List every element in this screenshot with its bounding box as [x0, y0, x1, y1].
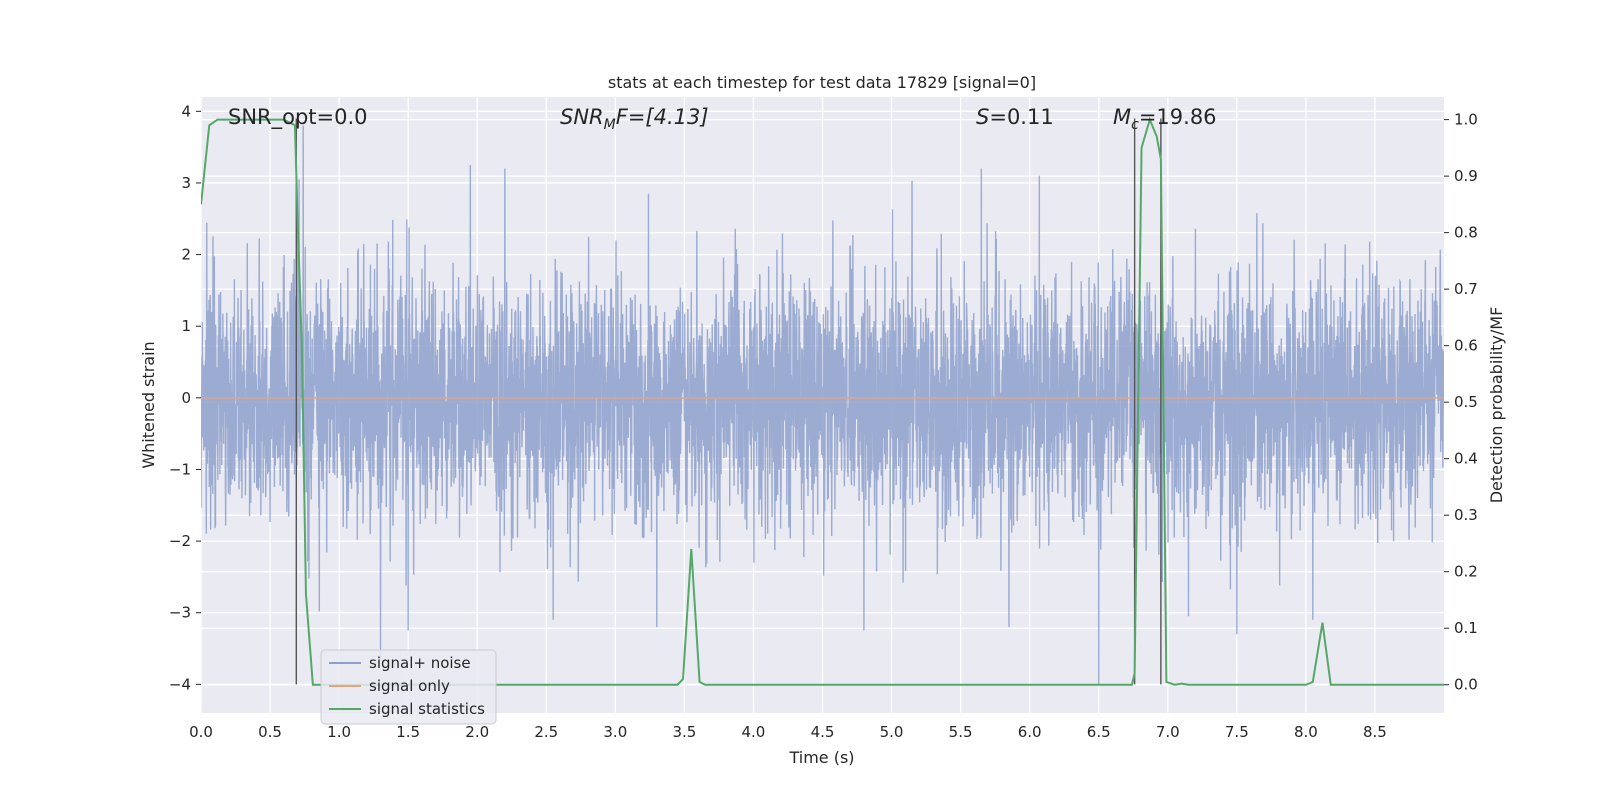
x-tick-label: 6.5 — [1087, 723, 1111, 741]
annotation-snr-opt: SNR_opt=0.0 — [228, 105, 368, 130]
x-tick-label: 6.0 — [1018, 723, 1042, 741]
series-signal-statistics — [201, 116, 1444, 686]
annotation-s-value: =0.11 — [989, 105, 1053, 129]
y-left-tick-label: 4 — [181, 102, 191, 120]
y-right-tick-label: 0.6 — [1454, 337, 1478, 355]
y-left-tick-label: 0 — [181, 389, 191, 407]
tick-labels: 0.0 0.5 1.0 1.5 2.0 2.5 3.0 3.5 4.0 4.5 5.0 5.5 6.0 6… — [169, 102, 1478, 741]
y-left-tick-label: 3 — [181, 174, 191, 192]
y-left-tick-label: −1 — [169, 460, 191, 478]
line-signal-statistics — [201, 116, 1444, 686]
x-tick-label: 8.0 — [1294, 723, 1318, 741]
y-left-tick-label: −2 — [169, 532, 191, 550]
y-right-tick-label: 0.3 — [1454, 506, 1478, 524]
x-tick-label: 8.5 — [1363, 723, 1387, 741]
annotation-mc: Mc=19.86 — [1113, 105, 1217, 133]
y-right-tick-label: 0.1 — [1454, 619, 1478, 637]
x-tick-label: 1.5 — [396, 723, 420, 741]
x-tick-label: 4.0 — [742, 723, 766, 741]
x-tick-label: 4.5 — [811, 723, 835, 741]
y-right-tick-label: 0.7 — [1454, 280, 1478, 298]
y-right-tick-label: 0.4 — [1454, 450, 1478, 468]
annotation-snr-mf-rest: F=[4.13] — [616, 105, 709, 129]
x-tick-label: 7.5 — [1225, 723, 1249, 741]
annotation-mc-value: =19.86 — [1139, 105, 1217, 129]
series-signal-noise — [201, 125, 1444, 685]
x-tick-label: 0.5 — [258, 723, 282, 741]
legend: signal+ noise signal only signal statist… — [320, 649, 497, 725]
annotation-mc-var: M — [1113, 105, 1131, 129]
y-left-tick-label: 1 — [181, 317, 191, 335]
y-left-tick-label: 2 — [181, 246, 191, 264]
legend-label-signal-only: signal only — [369, 677, 450, 695]
annotation-s-var: S — [976, 105, 989, 129]
legend-label-signal-statistics: signal statistics — [369, 700, 485, 718]
x-tick-label: 2.0 — [465, 723, 489, 741]
x-tick-label: 5.0 — [880, 723, 904, 741]
x-tick-label: 1.0 — [327, 723, 351, 741]
x-tick-label: 3.5 — [672, 723, 696, 741]
chart-title: stats at each timestep for test data 178… — [608, 73, 1036, 92]
annotation-snr-mf-sub: M — [604, 117, 616, 133]
y-right-tick-label: 0.0 — [1454, 676, 1478, 694]
y-right-tick-label: 0.5 — [1454, 393, 1478, 411]
y-left-tick-label: −3 — [169, 604, 191, 622]
annotation-mc-sub: c — [1131, 117, 1139, 133]
y-right-tick-label: 0.2 — [1454, 563, 1478, 581]
annotation-snr-mf: SNRMF=[4.13] — [560, 105, 709, 133]
y-right-tick-label: 1.0 — [1454, 111, 1478, 129]
x-tick-label: 3.0 — [603, 723, 627, 741]
legend-label-signal-noise: signal+ noise — [369, 654, 471, 672]
y-right-tick-label: 0.9 — [1454, 167, 1478, 185]
x-tick-label: 2.5 — [534, 723, 558, 741]
x-tick-label: 0.0 — [189, 723, 213, 741]
annotation-snr-mf-main: SNR — [560, 105, 604, 129]
y-axis-right-label: Detection probability/MF — [1487, 307, 1506, 504]
line-signal-noise — [201, 125, 1444, 685]
legend-box — [320, 649, 497, 725]
x-tick-label: 5.5 — [949, 723, 973, 741]
y-right-tick-label: 0.8 — [1454, 224, 1478, 242]
x-tick-label: 7.0 — [1156, 723, 1180, 741]
annotation-s: S=0.11 — [976, 105, 1054, 129]
y-left-tick-label: −4 — [169, 675, 191, 693]
y-axis-left-label: Whitened strain — [139, 341, 158, 468]
x-axis-label: Time (s) — [788, 748, 854, 767]
